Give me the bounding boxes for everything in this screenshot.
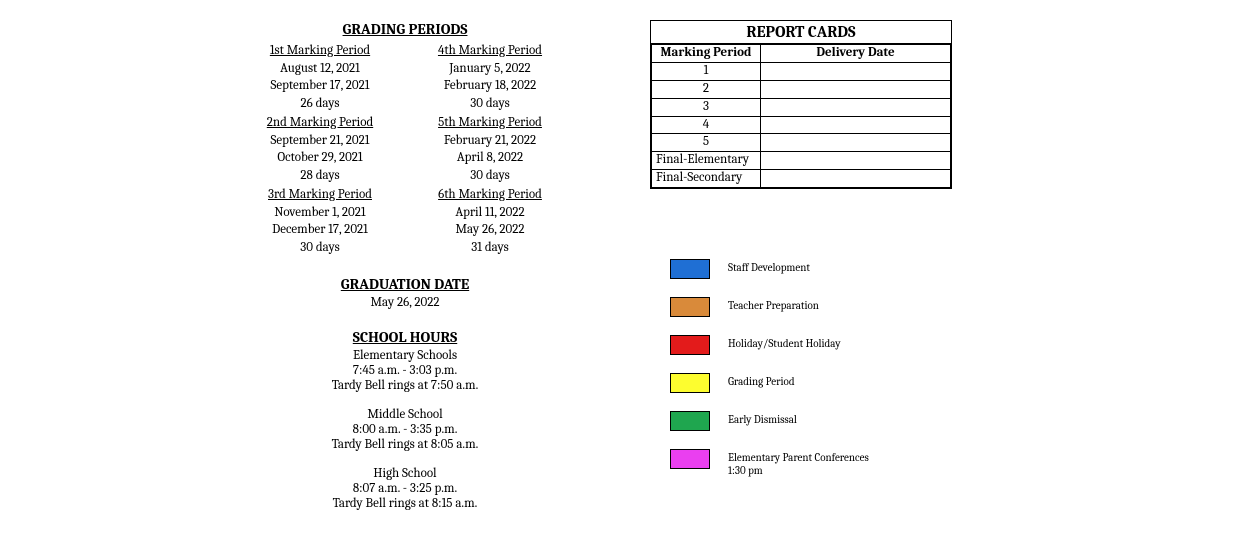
periods-col-left: 1st Marking Period August 12, 2021 Septe… bbox=[250, 40, 390, 257]
delivery-date-cell bbox=[761, 134, 951, 152]
legend-swatch bbox=[670, 259, 710, 279]
period-days: 26 days bbox=[250, 95, 390, 113]
delivery-date-cell bbox=[761, 152, 951, 170]
school-tardy: Tardy Bell rings at 7:50 a.m. bbox=[250, 378, 560, 393]
period-end: May 26, 2022 bbox=[420, 221, 560, 239]
period-title: 1st Marking Period bbox=[250, 42, 390, 60]
delivery-date-cell bbox=[761, 116, 951, 134]
period-start: August 12, 2021 bbox=[250, 60, 390, 78]
marking-period-cell: Final-Secondary bbox=[652, 170, 761, 188]
legend-label: Holiday/Student Holiday bbox=[728, 335, 841, 350]
period-days: 30 days bbox=[420, 167, 560, 185]
legend-swatch bbox=[670, 373, 710, 393]
period-start: February 21, 2022 bbox=[420, 132, 560, 150]
school-name: High School bbox=[250, 466, 560, 481]
period-end: December 17, 2021 bbox=[250, 221, 390, 239]
marking-period-cell: 1 bbox=[652, 62, 761, 80]
graduation-header: GRADUATION DATE bbox=[250, 275, 560, 293]
legend-label: Staff Development bbox=[728, 259, 810, 274]
period-days: 31 days bbox=[420, 239, 560, 257]
table-row: 5 bbox=[652, 134, 951, 152]
table-row: 4 bbox=[652, 116, 951, 134]
school-tardy: Tardy Bell rings at 8:05 a.m. bbox=[250, 437, 560, 452]
graduation-date: May 26, 2022 bbox=[250, 295, 560, 310]
period-days: 30 days bbox=[250, 239, 390, 257]
legend: Staff Development Teacher Preparation Holi… bbox=[650, 259, 1050, 477]
school-hours-header: SCHOOL HOURS bbox=[250, 328, 560, 346]
grading-periods-header: GRADING PERIODS bbox=[250, 20, 560, 38]
report-cards-grid: Marking Period Delivery Date 12345Final-… bbox=[651, 44, 951, 188]
period-end: September 17, 2021 bbox=[250, 77, 390, 95]
legend-swatch bbox=[670, 449, 710, 469]
grading-periods-grid: 1st Marking Period August 12, 2021 Septe… bbox=[250, 40, 560, 257]
period-title: 5th Marking Period bbox=[420, 114, 560, 132]
school-hours: 8:00 a.m. - 3:35 p.m. bbox=[250, 422, 560, 437]
period-end: October 29, 2021 bbox=[250, 149, 390, 167]
school-name: Elementary Schools bbox=[250, 348, 560, 363]
delivery-date-cell bbox=[761, 80, 951, 98]
legend-label: Teacher Preparation bbox=[728, 297, 819, 312]
graduation-block: GRADUATION DATE May 26, 2022 bbox=[250, 275, 560, 310]
legend-row: Early Dismissal bbox=[650, 411, 1050, 431]
period-days: 28 days bbox=[250, 167, 390, 185]
periods-col-right: 4th Marking Period January 5, 2022 Febru… bbox=[420, 40, 560, 257]
legend-row: Elementary Parent Conferences 1:30 pm bbox=[650, 449, 1050, 477]
col-header-delivery: Delivery Date bbox=[761, 45, 951, 63]
period-start: April 11, 2022 bbox=[420, 204, 560, 222]
report-cards-title: REPORT CARDS bbox=[651, 21, 951, 44]
delivery-date-cell bbox=[761, 170, 951, 188]
page-container: GRADING PERIODS 1st Marking Period Augus… bbox=[20, 20, 1224, 511]
legend-row: Holiday/Student Holiday bbox=[650, 335, 1050, 355]
school-group: Elementary Schools 7:45 a.m. - 3:03 p.m.… bbox=[250, 348, 560, 393]
legend-label: Grading Period bbox=[728, 373, 795, 388]
legend-label: Early Dismissal bbox=[728, 411, 797, 426]
period-start: January 5, 2022 bbox=[420, 60, 560, 78]
legend-swatch bbox=[670, 411, 710, 431]
legend-row: Staff Development bbox=[650, 259, 1050, 279]
school-hours: 8:07 a.m. - 3:25 p.m. bbox=[250, 481, 560, 496]
period-title: 6th Marking Period bbox=[420, 186, 560, 204]
marking-period-cell: 4 bbox=[652, 116, 761, 134]
legend-row: Grading Period bbox=[650, 373, 1050, 393]
table-row: Final-Elementary bbox=[652, 152, 951, 170]
left-column: GRADING PERIODS 1st Marking Period Augus… bbox=[250, 20, 560, 511]
legend-label: Elementary Parent Conferences 1:30 pm bbox=[728, 449, 878, 477]
school-hours-block: SCHOOL HOURS Elementary Schools 7:45 a.m… bbox=[250, 328, 560, 511]
period-days: 30 days bbox=[420, 95, 560, 113]
period-end: February 18, 2022 bbox=[420, 77, 560, 95]
marking-period-cell: 3 bbox=[652, 98, 761, 116]
table-row: 1 bbox=[652, 62, 951, 80]
col-header-marking: Marking Period bbox=[652, 45, 761, 63]
period-title: 3rd Marking Period bbox=[250, 186, 390, 204]
period-end: April 8, 2022 bbox=[420, 149, 560, 167]
legend-row: Teacher Preparation bbox=[650, 297, 1050, 317]
period-title: 2nd Marking Period bbox=[250, 114, 390, 132]
period-start: November 1, 2021 bbox=[250, 204, 390, 222]
table-row: 2 bbox=[652, 80, 951, 98]
marking-period-cell: Final-Elementary bbox=[652, 152, 761, 170]
legend-swatch bbox=[670, 335, 710, 355]
period-title: 4th Marking Period bbox=[420, 42, 560, 60]
right-column: REPORT CARDS Marking Period Delivery Dat… bbox=[650, 20, 1050, 511]
legend-swatch bbox=[670, 297, 710, 317]
school-hours: 7:45 a.m. - 3:03 p.m. bbox=[250, 363, 560, 378]
delivery-date-cell bbox=[761, 62, 951, 80]
table-row: Final-Secondary bbox=[652, 170, 951, 188]
school-group: High School 8:07 a.m. - 3:25 p.m. Tardy … bbox=[250, 466, 560, 511]
period-start: September 21, 2021 bbox=[250, 132, 390, 150]
school-group: Middle School 8:00 a.m. - 3:35 p.m. Tard… bbox=[250, 407, 560, 452]
marking-period-cell: 2 bbox=[652, 80, 761, 98]
school-name: Middle School bbox=[250, 407, 560, 422]
delivery-date-cell bbox=[761, 98, 951, 116]
marking-period-cell: 5 bbox=[652, 134, 761, 152]
report-cards-table: REPORT CARDS Marking Period Delivery Dat… bbox=[650, 20, 952, 189]
table-row: 3 bbox=[652, 98, 951, 116]
school-tardy: Tardy Bell rings at 8:15 a.m. bbox=[250, 496, 560, 511]
table-header-row: Marking Period Delivery Date bbox=[652, 45, 951, 63]
